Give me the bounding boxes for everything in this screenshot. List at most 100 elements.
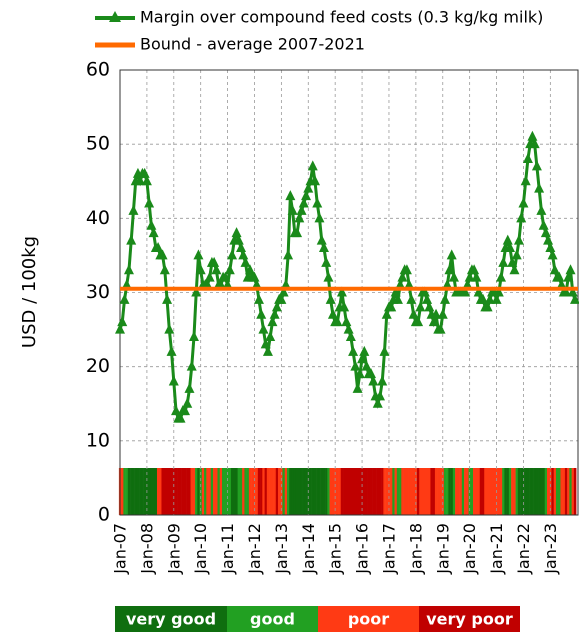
triangle-marker bbox=[354, 368, 365, 379]
y-tick-label: 40 bbox=[86, 207, 110, 229]
rating-cell bbox=[367, 468, 371, 515]
triangle-marker bbox=[180, 405, 190, 416]
plot-frame bbox=[119, 69, 579, 516]
rating-cell bbox=[331, 468, 335, 515]
rating-legend-label: poor bbox=[348, 610, 389, 629]
triangle-marker bbox=[424, 301, 435, 312]
rating-cell bbox=[560, 468, 563, 515]
rating-cell bbox=[504, 468, 507, 515]
rating-cell bbox=[408, 468, 411, 515]
rating-cell bbox=[484, 468, 487, 515]
rating-cell bbox=[542, 468, 546, 515]
triangle-marker bbox=[296, 204, 307, 215]
triangle-marker bbox=[518, 197, 529, 208]
triangle-marker bbox=[195, 264, 206, 275]
triangle-marker bbox=[318, 242, 329, 252]
rating-cell bbox=[293, 468, 297, 515]
triangle-marker bbox=[251, 279, 262, 290]
rating-cell bbox=[546, 468, 550, 515]
triangle-marker bbox=[556, 279, 567, 290]
rating-cell bbox=[269, 468, 272, 515]
rating-cell bbox=[134, 468, 138, 515]
rating-cell bbox=[493, 468, 496, 515]
triangle-marker bbox=[516, 212, 527, 223]
triangle-marker bbox=[527, 130, 538, 141]
rating-cell bbox=[284, 468, 288, 515]
rating-cell bbox=[405, 468, 409, 515]
triangle-marker bbox=[390, 286, 401, 297]
rating-cell bbox=[125, 468, 129, 515]
triangle-marker bbox=[496, 271, 507, 282]
triangle-marker bbox=[428, 316, 439, 327]
triangle-marker bbox=[462, 279, 473, 290]
triangle-marker bbox=[531, 160, 542, 171]
rating-cell bbox=[479, 468, 483, 515]
triangle-marker bbox=[115, 323, 125, 334]
triangle-marker bbox=[323, 271, 334, 282]
rating-cell bbox=[452, 468, 456, 515]
triangle-marker bbox=[339, 301, 350, 312]
rating-cell bbox=[322, 468, 326, 515]
rating-cell bbox=[558, 468, 561, 515]
rating-cell bbox=[257, 468, 261, 515]
triangle-marker bbox=[361, 360, 372, 371]
rating-cell bbox=[150, 468, 153, 515]
rating-cell bbox=[291, 468, 295, 515]
triangle-marker bbox=[381, 308, 392, 319]
rating-cell bbox=[416, 468, 420, 515]
triangle-marker bbox=[493, 286, 504, 297]
triangle-marker bbox=[348, 345, 359, 356]
triangle-marker bbox=[336, 286, 347, 297]
triangle-marker bbox=[298, 197, 309, 208]
triangle-marker bbox=[316, 234, 327, 245]
x-tick-label: Jan-17 bbox=[379, 523, 398, 575]
rating-cell bbox=[363, 468, 366, 515]
triangle-marker bbox=[397, 271, 408, 282]
triangle-marker bbox=[119, 293, 130, 304]
rating-cell bbox=[219, 468, 223, 515]
rating-cell bbox=[520, 468, 523, 515]
triangle-marker bbox=[565, 264, 576, 275]
triangle-marker bbox=[343, 323, 354, 334]
x-tick-label: Jan-08 bbox=[137, 523, 156, 575]
triangle-marker bbox=[413, 316, 424, 327]
rating-cell bbox=[497, 468, 501, 515]
triangle-marker bbox=[191, 286, 202, 297]
rating-cell bbox=[439, 468, 442, 515]
rating-cell bbox=[192, 468, 196, 515]
triangle-marker bbox=[536, 204, 547, 215]
triangle-marker bbox=[121, 279, 132, 290]
triangle-marker bbox=[540, 227, 551, 238]
triangle-marker bbox=[227, 249, 238, 260]
rating-cell bbox=[490, 468, 494, 515]
rating-cell bbox=[540, 468, 543, 515]
rating-cell bbox=[123, 468, 126, 515]
rating-cell bbox=[573, 468, 577, 515]
triangle-marker bbox=[135, 175, 146, 186]
triangle-marker bbox=[123, 264, 134, 275]
triangle-marker bbox=[345, 331, 356, 341]
x-tick-label: Jan-15 bbox=[326, 523, 345, 575]
legend-label: Margin over compound feed costs (0.3 kg/… bbox=[140, 8, 543, 27]
rating-cell bbox=[215, 468, 218, 515]
rating-cell bbox=[197, 468, 200, 515]
rating-cell bbox=[224, 468, 227, 515]
triangle-marker bbox=[404, 279, 415, 290]
x-tick-label: Jan-13 bbox=[272, 523, 291, 575]
rating-cell bbox=[300, 468, 303, 515]
rating-cell bbox=[262, 468, 265, 515]
triangle-marker bbox=[166, 345, 177, 356]
rating-cell bbox=[419, 468, 422, 515]
rating-cell bbox=[338, 468, 342, 515]
triangle-marker bbox=[307, 160, 318, 171]
triangle-marker bbox=[260, 338, 271, 349]
triangle-marker bbox=[446, 249, 457, 260]
rating-cell bbox=[356, 468, 360, 515]
triangle-marker bbox=[563, 271, 574, 282]
rating-cell bbox=[318, 468, 321, 515]
rating-cell bbox=[351, 468, 355, 515]
triangle-marker bbox=[175, 412, 186, 423]
margin-line bbox=[118, 131, 577, 421]
rating-cell bbox=[529, 468, 532, 515]
